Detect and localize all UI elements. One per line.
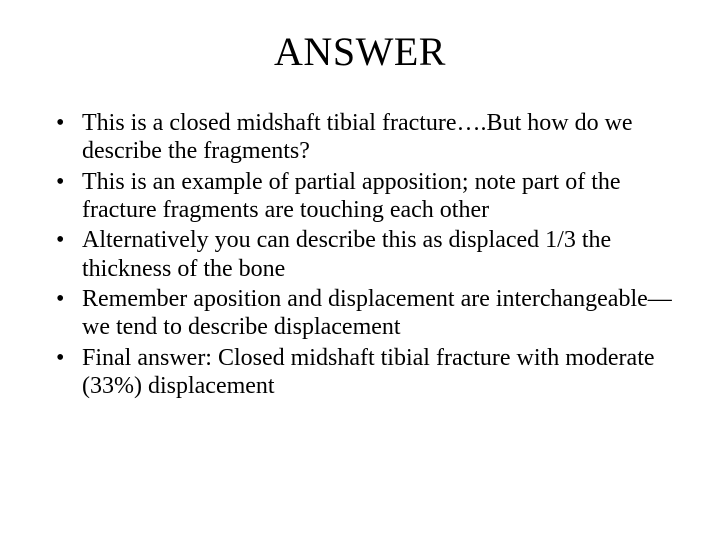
list-item: This is a closed midshaft tibial fractur… [54,109,680,166]
list-item: Final answer: Closed midshaft tibial fra… [54,344,680,401]
list-item: Remember aposition and displacement are … [54,285,680,342]
bullet-list: This is a closed midshaft tibial fractur… [54,109,680,400]
list-item: This is an example of partial apposition… [54,168,680,225]
slide: ANSWER This is a closed midshaft tibial … [0,28,720,540]
list-item: Alternatively you can describe this as d… [54,226,680,283]
slide-title: ANSWER [0,28,720,75]
slide-body: This is a closed midshaft tibial fractur… [0,109,720,400]
